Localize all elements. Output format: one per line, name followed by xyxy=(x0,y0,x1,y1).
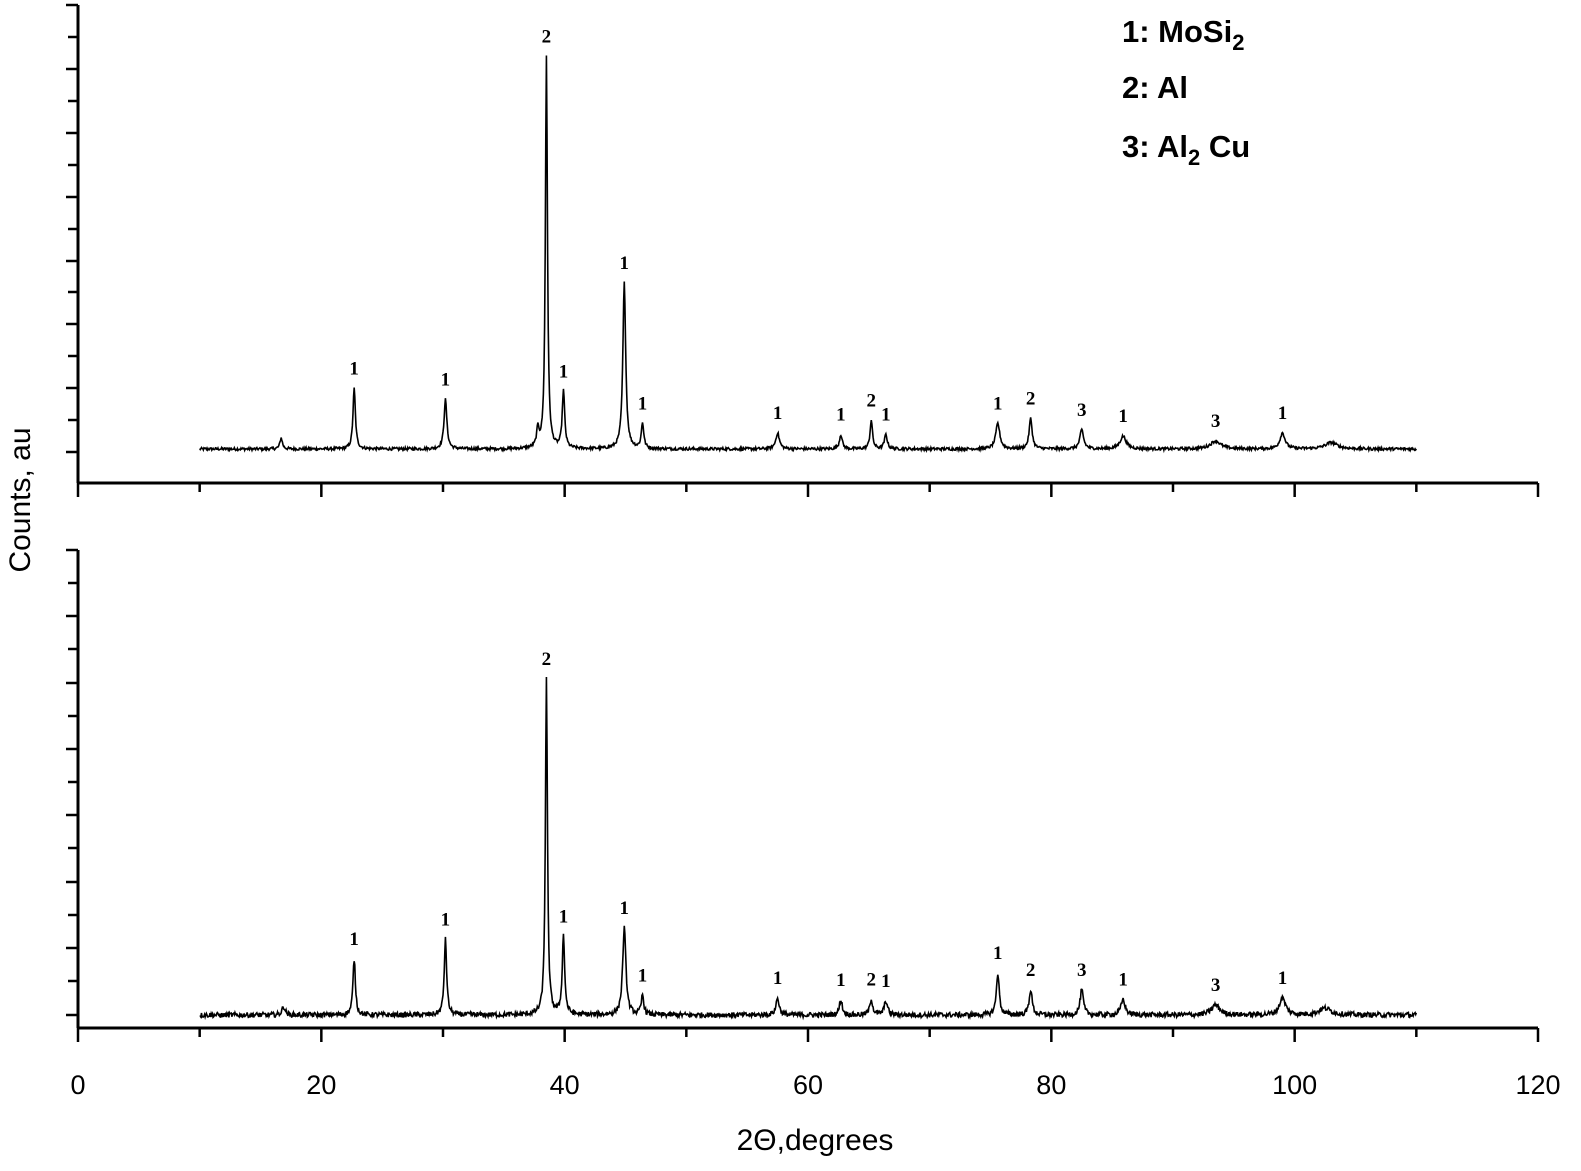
peak-label: 1 xyxy=(993,393,1003,414)
peak-label: 1 xyxy=(638,393,648,414)
legend-item-2: 2: Al xyxy=(1122,70,1188,105)
peak-label: 2 xyxy=(1026,389,1036,410)
peak-label: 1 xyxy=(881,405,891,426)
peak-label: 3 xyxy=(1211,411,1221,432)
peak-label: 1 xyxy=(993,943,1003,964)
xrd-trace-top xyxy=(198,55,1418,454)
peak-label: 1 xyxy=(620,253,630,274)
legend-item-3-suffix: Cu xyxy=(1200,129,1250,164)
peak-label: 2 xyxy=(1026,960,1036,981)
peak-label: 1 xyxy=(559,362,569,383)
x-tick-label: 0 xyxy=(70,1070,85,1100)
peak-label: 2 xyxy=(867,390,877,411)
peak-label: 1 xyxy=(441,370,451,391)
peak-label: 1 xyxy=(773,968,783,989)
peak-label: 2 xyxy=(867,969,877,990)
x-tick-label: 100 xyxy=(1272,1070,1317,1100)
x-axis-title: 2Θ,degrees xyxy=(737,1124,894,1157)
legend-item-3-sub: 2 xyxy=(1188,145,1200,170)
peak-label: 1 xyxy=(836,405,846,426)
peak-label: 1 xyxy=(1278,403,1288,424)
peak-label: 1 xyxy=(620,898,630,919)
x-tick-label: 60 xyxy=(793,1070,823,1100)
peak-label: 1 xyxy=(441,909,451,930)
x-tick-label: 20 xyxy=(306,1070,336,1100)
peak-label: 3 xyxy=(1077,400,1087,421)
peak-label: 3 xyxy=(1077,960,1087,981)
legend-item-1-sub: 2 xyxy=(1232,30,1244,55)
peak-label: 1 xyxy=(1278,968,1288,989)
legend: 1: MoSi2 2: Al 3: Al2 Cu xyxy=(1122,14,1250,170)
peak-label: 1 xyxy=(1118,406,1128,427)
x-tick-label: 40 xyxy=(550,1070,580,1100)
peak-label: 1 xyxy=(1118,969,1128,990)
x-tick-label: 80 xyxy=(1036,1070,1066,1100)
legend-item-1: 1: MoSi2 xyxy=(1122,14,1244,55)
peak-label: 2 xyxy=(542,26,552,47)
peak-label: 3 xyxy=(1211,975,1221,996)
y-axis-title: Counts, au xyxy=(4,427,37,572)
legend-item-3-prefix: 3: Al xyxy=(1122,129,1188,164)
peak-label: 1 xyxy=(349,358,359,379)
legend-item-3: 3: Al2 Cu xyxy=(1122,129,1250,170)
peak-label: 1 xyxy=(638,965,648,986)
peak-label: 1 xyxy=(836,970,846,991)
peak-label: 1 xyxy=(559,907,569,928)
peak-label: 1 xyxy=(881,971,891,992)
x-tick-label: 120 xyxy=(1515,1070,1560,1100)
peak-label: 2 xyxy=(542,649,552,670)
xrd-trace-bottom xyxy=(199,676,1418,1021)
peak-label: 1 xyxy=(349,929,359,950)
legend-item-1-prefix: 1: MoSi xyxy=(1122,14,1232,49)
peak-label: 1 xyxy=(773,403,783,424)
legend-item-2-prefix: 2: Al xyxy=(1122,70,1188,105)
